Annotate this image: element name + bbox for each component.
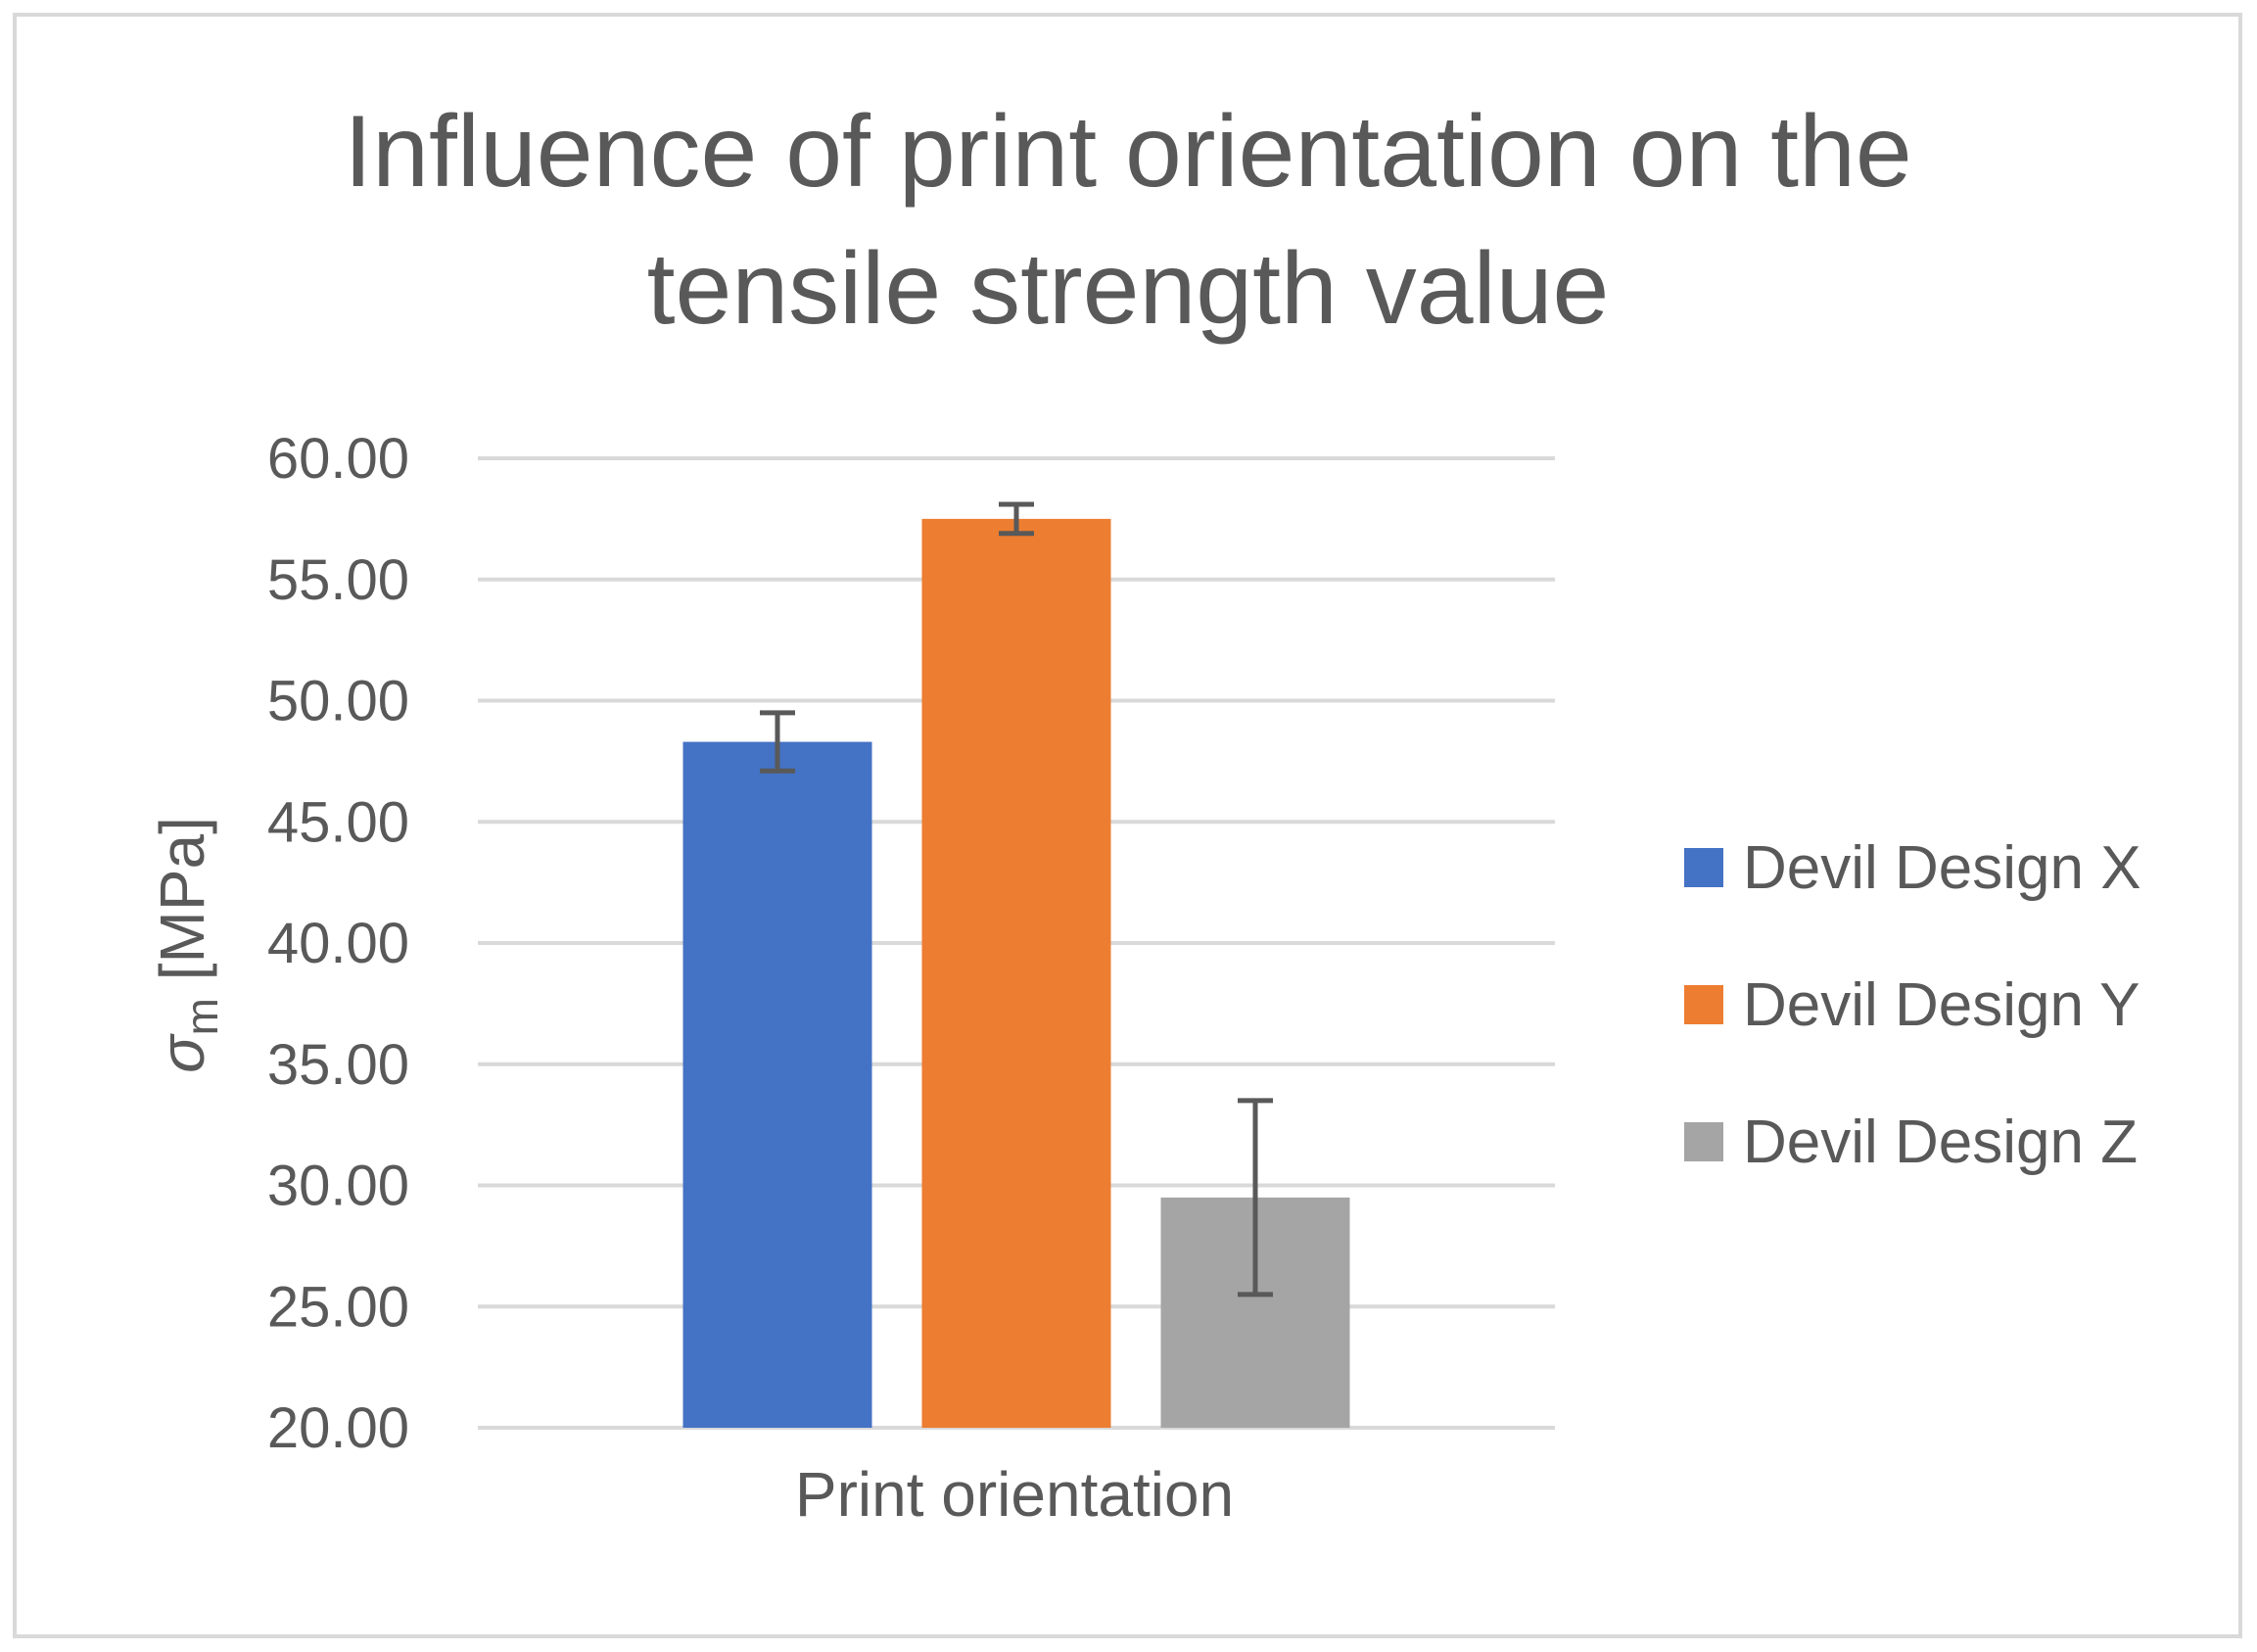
y-tick-label: 45.00 [267, 790, 409, 854]
y-tick-label: 25.00 [267, 1275, 409, 1339]
bar [682, 741, 872, 1428]
y-axis-label-subscript: m [176, 998, 227, 1035]
legend-swatch [1684, 848, 1723, 887]
legend-swatch [1684, 1122, 1723, 1161]
y-axis-label: σm [MPa] [147, 817, 227, 1073]
chart-title-line-2: tensile strength value [647, 232, 1610, 346]
y-tick-label: 60.00 [267, 427, 409, 491]
y-axis-tick-labels: 20.00 25.00 30.00 35.00 40.00 45.00 50.00 55.00… [267, 427, 409, 1460]
legend-label: Devil Design Z [1743, 1109, 2138, 1176]
y-tick-label: 30.00 [267, 1155, 409, 1218]
y-tick-label: 55.00 [267, 548, 409, 612]
y-tick-label: 20.00 [267, 1396, 409, 1460]
bar [921, 518, 1111, 1428]
chart-title-line-1: Influence of print orientation on the [344, 95, 1912, 209]
legend-label: Devil Design Y [1743, 971, 2139, 1039]
legend-swatch [1684, 985, 1723, 1024]
legend: Devil Design X Devil Design Y Devil Design… [1684, 834, 2141, 1176]
bars [682, 518, 1350, 1428]
legend-label: Devil Design X [1743, 834, 2141, 902]
x-axis-label: Print orientation [795, 1459, 1234, 1530]
y-tick-label: 35.00 [267, 1033, 409, 1097]
y-axis-label-symbol: σ [147, 1033, 217, 1073]
chart-border [13, 13, 2242, 1638]
y-tick-label: 50.00 [267, 670, 409, 733]
y-tick-label: 40.00 [267, 912, 409, 975]
error-bars [760, 501, 1273, 1298]
y-axis-label-unit: [MPa] [147, 817, 217, 998]
